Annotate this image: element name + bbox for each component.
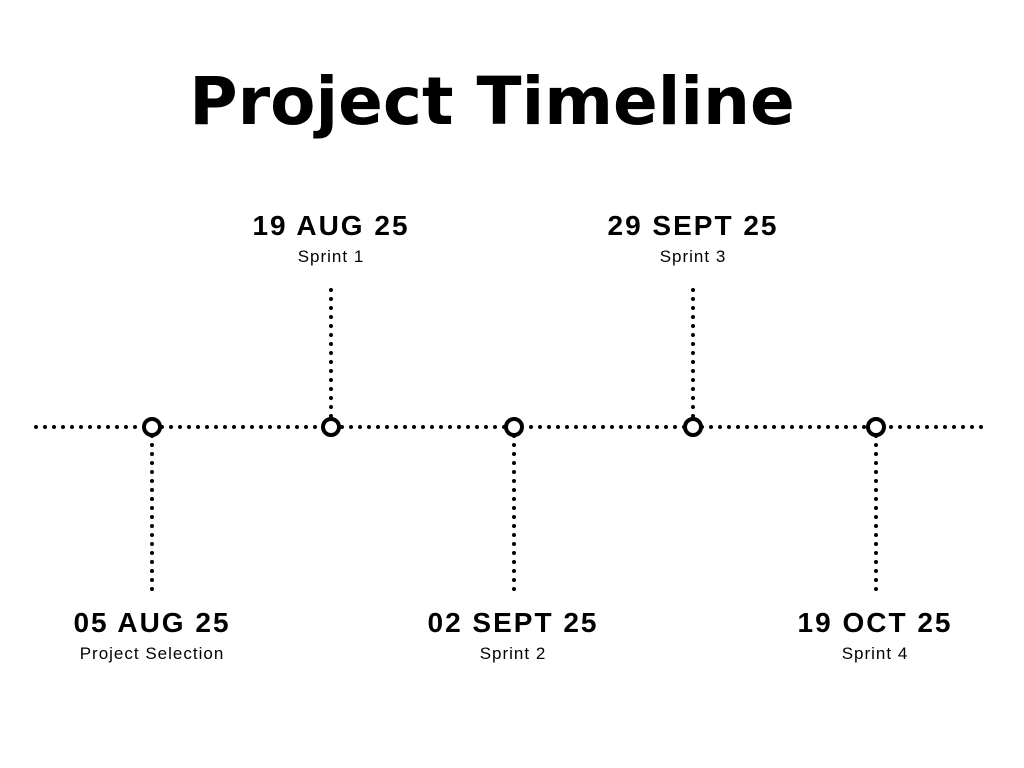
- milestone-date: 19 OCT 25: [797, 607, 953, 638]
- milestone-label: Sprint 4: [841, 644, 909, 663]
- milestone-node-0: [142, 417, 162, 437]
- milestone-label: Sprint 2: [479, 644, 547, 663]
- milestone-label: Project Selection: [79, 644, 225, 663]
- milestone-node-4: [866, 417, 886, 437]
- milestone-3: 29 SEPT 25 Sprint 3: [573, 210, 813, 267]
- milestone-label: Sprint 3: [659, 247, 727, 266]
- milestone-4: 19 OCT 25 Sprint 4: [755, 607, 995, 664]
- milestone-2: 02 SEPT 25 Sprint 2: [393, 607, 633, 664]
- milestone-node-1: [321, 417, 341, 437]
- milestone-date: 19 AUG 25: [252, 210, 410, 241]
- milestone-node-3: [683, 417, 703, 437]
- milestone-date: 05 AUG 25: [73, 607, 231, 638]
- milestone-date: 02 SEPT 25: [427, 607, 599, 638]
- milestone-0: 05 AUG 25 Project Selection: [32, 607, 272, 664]
- page-title: Project Timeline: [189, 63, 795, 140]
- milestone-label: Sprint 1: [297, 247, 365, 266]
- milestone-node-2: [504, 417, 524, 437]
- milestone-date: 29 SEPT 25: [607, 210, 779, 241]
- milestone-1: 19 AUG 25 Sprint 1: [211, 210, 451, 267]
